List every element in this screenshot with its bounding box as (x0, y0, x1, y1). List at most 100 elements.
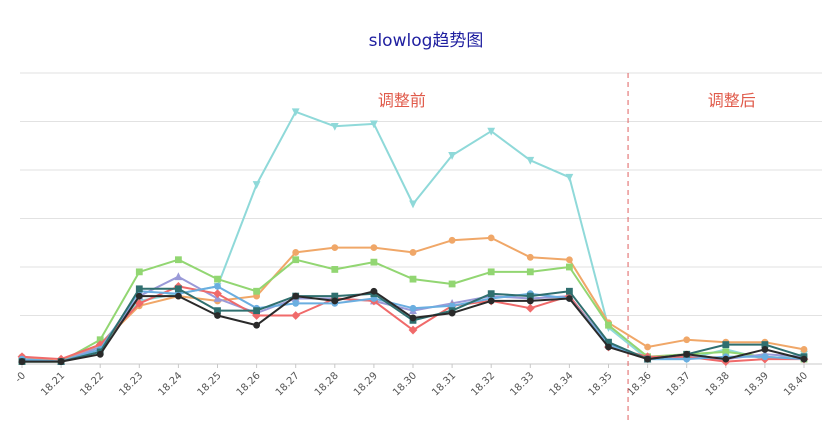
data-point (722, 355, 730, 363)
data-point (370, 258, 378, 266)
series-group (17, 108, 809, 366)
x-tick-label: 18.24 (156, 370, 184, 398)
data-point (683, 336, 691, 344)
data-point (761, 353, 769, 361)
data-point (448, 236, 456, 244)
data-point (292, 256, 300, 264)
data-point (96, 350, 104, 358)
data-point (292, 299, 300, 307)
data-point (605, 338, 612, 346)
x-tick-label: 18.32 (469, 370, 497, 398)
data-point (135, 268, 143, 276)
data-point (408, 325, 418, 335)
data-point (292, 249, 300, 256)
data-point (291, 311, 301, 320)
x-tick-label: 18.21 (39, 370, 67, 398)
data-point (487, 127, 496, 136)
x-tick-label: 18.33 (508, 370, 536, 398)
data-point (370, 244, 378, 252)
data-point (175, 256, 182, 264)
data-point (605, 321, 612, 329)
x-tick-label: 18.38 (704, 370, 732, 398)
x-tick-label: 18.31 (430, 370, 458, 398)
data-point (331, 292, 339, 300)
data-point (253, 307, 260, 315)
data-point (175, 285, 182, 293)
data-point (448, 309, 456, 317)
data-point (722, 348, 730, 356)
annotations: 调整前 调整后 (378, 91, 756, 110)
data-point (291, 108, 300, 117)
data-point (722, 341, 730, 348)
data-point (448, 280, 456, 288)
data-point (292, 292, 300, 300)
data-point (644, 343, 651, 351)
data-point (761, 346, 769, 353)
data-point (409, 314, 417, 322)
data-point (526, 156, 535, 165)
data-point (331, 266, 339, 273)
x-tick-label: 18.35 (587, 370, 615, 398)
data-point (57, 358, 65, 365)
annotation-label: 调整后 (708, 91, 756, 110)
data-point (214, 283, 221, 290)
x-tick-label: 18.25 (196, 370, 224, 398)
data-point (214, 312, 221, 319)
x-tick-label: 18.29 (352, 370, 380, 398)
series-8 (18, 287, 808, 365)
data-point (761, 341, 769, 348)
data-point (487, 234, 495, 242)
data-point (683, 350, 691, 358)
data-point (213, 289, 222, 299)
data-point (214, 307, 221, 315)
data-point (487, 290, 495, 298)
data-point (525, 303, 535, 313)
data-point (566, 256, 573, 264)
data-point (800, 346, 808, 353)
data-point (175, 292, 182, 300)
data-point (330, 122, 339, 131)
data-point (487, 297, 495, 305)
data-point (644, 355, 651, 363)
data-point (487, 268, 495, 276)
grid (20, 72, 822, 365)
data-point (409, 249, 417, 256)
data-point (174, 272, 183, 281)
data-point (526, 253, 534, 261)
x-tick-label: 18.40 (782, 370, 810, 398)
data-point (448, 152, 456, 160)
data-point (526, 268, 534, 276)
data-point (370, 120, 378, 129)
data-point (134, 298, 144, 308)
data-point (252, 181, 261, 189)
data-point (331, 297, 339, 305)
data-point (96, 336, 104, 344)
data-point (409, 275, 417, 283)
x-tick-label: 18.27 (274, 370, 302, 398)
data-point (331, 244, 339, 252)
data-point (18, 358, 26, 365)
x-tick-label: 18.36 (626, 370, 654, 398)
data-point (253, 321, 260, 329)
data-point (253, 287, 260, 295)
data-point (526, 292, 534, 300)
data-point (565, 173, 574, 182)
x-tick-label: 18.30 (391, 370, 419, 398)
data-point (409, 200, 417, 209)
data-point (526, 297, 534, 305)
data-point (135, 292, 143, 300)
annotation-label: 调整前 (378, 91, 426, 110)
data-point (370, 287, 378, 295)
data-point (566, 287, 573, 295)
x-tick-label: 18.22 (78, 370, 106, 398)
data-point (800, 355, 808, 363)
data-point (135, 285, 143, 293)
x-tick-label: 18.34 (547, 370, 575, 398)
data-point (566, 295, 573, 302)
x-tick-label: 18.37 (665, 370, 693, 398)
data-point (566, 263, 573, 271)
x-tick-label: 18.26 (235, 370, 263, 398)
x-axis: -0 18.21 18.22 18.23 18.24 18.25 18.26 18.27 18.… (13, 364, 810, 398)
